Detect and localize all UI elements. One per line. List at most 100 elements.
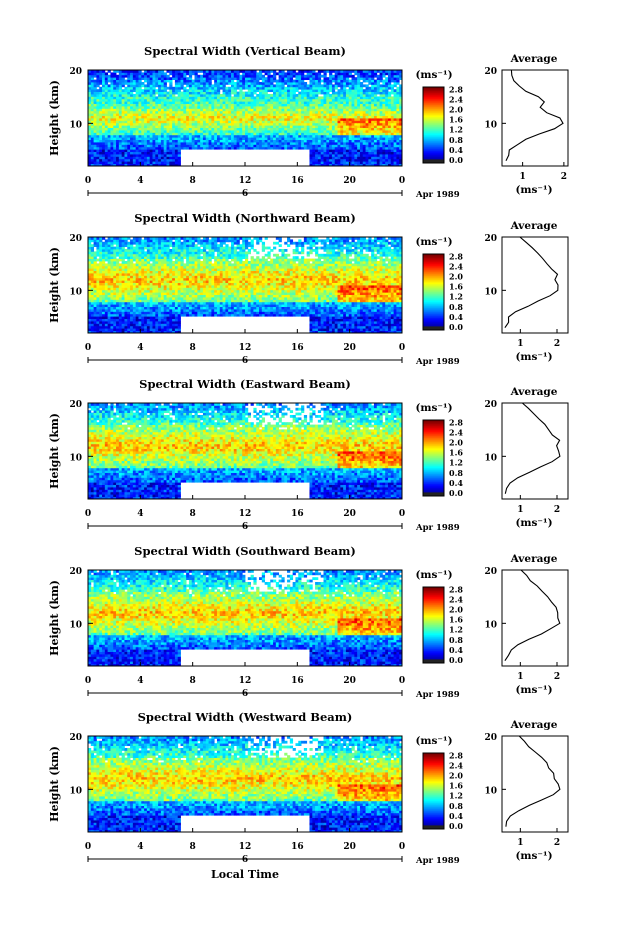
heatmap-cell <box>264 313 268 317</box>
heatmap-cell <box>298 96 302 100</box>
heatmap-cell <box>382 154 386 157</box>
heatmap-cell <box>245 144 249 148</box>
heatmap-cell <box>320 139 324 143</box>
heatmap-cell <box>113 137 117 140</box>
heatmap-cell <box>284 139 288 143</box>
heatmap-cell <box>96 130 100 133</box>
heatmap-cell <box>326 142 330 145</box>
heatmap-cell <box>219 137 223 140</box>
heatmap-cell <box>130 101 134 104</box>
heatmap-cell <box>202 113 207 116</box>
heatmap-cell <box>99 113 103 116</box>
heatmap-cell <box>306 309 310 312</box>
heatmap-cell <box>149 118 153 121</box>
heatmap-cell <box>373 132 378 136</box>
heatmap-cell <box>96 309 100 312</box>
y-tick-label: 10 <box>69 120 82 130</box>
heatmap-cell <box>180 125 184 128</box>
heatmap-cell <box>334 316 338 319</box>
heatmap-cell <box>373 125 378 128</box>
heatmap-cell <box>309 122 313 126</box>
heatmap-cell <box>317 115 322 119</box>
heatmap-cell <box>376 86 380 90</box>
heatmap-cell <box>387 144 392 148</box>
heatmap-cell <box>211 103 215 107</box>
colorbar <box>423 87 444 164</box>
heatmap-cell <box>399 98 403 102</box>
heatmap-cell <box>371 101 375 104</box>
heatmap-cell <box>132 108 137 112</box>
heatmap-cell <box>373 70 378 73</box>
heatmap-cell <box>393 101 397 104</box>
heatmap-cell <box>141 151 145 155</box>
heatmap-cell <box>357 113 361 116</box>
heatmap-cell <box>197 74 201 78</box>
heatmap-cell <box>247 118 251 121</box>
heatmap-cell <box>116 82 120 85</box>
heatmap-cell <box>160 149 165 152</box>
heatmap-cell <box>166 134 170 138</box>
heatmap-cell <box>245 86 249 90</box>
heatmap-cell <box>396 91 400 95</box>
heatmap-cell <box>188 74 193 78</box>
heatmap-cell <box>348 72 352 76</box>
heatmap-cell <box>180 72 184 76</box>
colorbar-tick-label: 2.4 <box>449 94 463 104</box>
heatmap-cell <box>317 89 322 92</box>
heatmap-cell <box>141 161 145 164</box>
heatmap-cell <box>202 89 207 92</box>
heatmap-cell <box>225 77 229 80</box>
heatmap-cell <box>323 82 327 85</box>
heatmap-cell <box>259 309 263 312</box>
heatmap-cell <box>208 118 212 121</box>
heatmap-cell <box>228 132 232 136</box>
heatmap-cell <box>253 125 257 128</box>
heatmap-cell <box>219 77 223 80</box>
heatmap-cell <box>135 158 139 162</box>
heatmap-cell <box>141 110 145 114</box>
heatmap-cell <box>256 79 260 83</box>
heatmap-cell <box>121 137 125 140</box>
heatmap-cell <box>399 103 403 107</box>
heatmap-cell <box>399 158 403 162</box>
heatmap-cell <box>166 142 170 145</box>
heatmap-cell <box>365 316 369 319</box>
heatmap-cell <box>390 139 394 143</box>
heatmap-cell <box>292 91 296 95</box>
heatmap-cell <box>312 122 316 126</box>
heatmap-cell <box>121 311 125 315</box>
heatmap-cell <box>152 79 156 83</box>
heatmap-cell <box>118 154 123 157</box>
heatmap-cell <box>99 139 103 143</box>
heatmap-cell <box>102 82 106 85</box>
heatmap-cell <box>211 96 215 100</box>
heatmap-cell <box>205 125 209 128</box>
heatmap-cell <box>188 142 193 145</box>
heatmap-cell <box>264 142 268 145</box>
heatmap-cell <box>174 158 179 162</box>
heatmap-cell <box>259 137 263 140</box>
heatmap-cell <box>312 82 316 85</box>
heatmap-cell <box>298 113 302 116</box>
heatmap-cell <box>88 82 92 85</box>
heatmap-cell <box>275 89 280 92</box>
heatmap-cell <box>287 96 291 100</box>
heatmap-cell <box>194 70 198 73</box>
heatmap-cell <box>354 139 358 143</box>
heatmap-cell <box>186 115 190 119</box>
heatmap-cell <box>222 94 226 97</box>
heatmap-cell <box>208 103 212 107</box>
heatmap-cell <box>267 311 271 315</box>
heatmap-cell <box>267 118 271 121</box>
heatmap-cell <box>306 122 310 126</box>
heatmap-cell <box>225 125 229 128</box>
heatmap-cell <box>200 132 204 136</box>
heatmap-cell <box>362 130 366 133</box>
heatmap-cell <box>191 134 195 138</box>
heatmap-cell <box>247 146 251 150</box>
heatmap-cell <box>273 103 277 107</box>
heatmap-cell <box>130 318 134 322</box>
heatmap-cell <box>219 130 223 133</box>
heatmap-cell <box>382 146 386 150</box>
heatmap-cell <box>228 137 232 140</box>
